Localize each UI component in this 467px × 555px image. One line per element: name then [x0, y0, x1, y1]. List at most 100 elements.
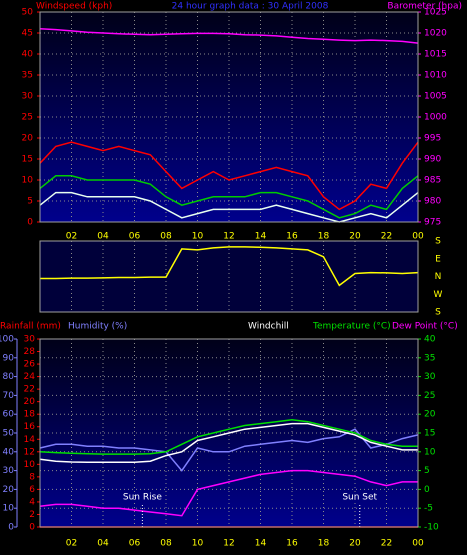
series-line — [39, 422, 418, 464]
y-tick-label: 10 — [22, 176, 34, 186]
series-line — [39, 191, 419, 223]
y-tick-label: 70 — [3, 391, 15, 401]
y-tick-label: 80 — [3, 372, 15, 382]
y-tick-label: -10 — [424, 523, 439, 533]
y-tick-label: 1015 — [424, 50, 447, 60]
annotation: Sun Set — [342, 493, 377, 503]
series-line — [40, 246, 419, 287]
series-line — [39, 469, 418, 517]
y-tick-label: 20 — [22, 134, 34, 144]
y-tick-label: 30 — [424, 372, 436, 382]
plot-background — [40, 241, 418, 312]
x-tick-label: 06 — [129, 232, 141, 242]
x-tick-label: 12 — [223, 539, 234, 549]
y-tick-label: 24 — [24, 372, 36, 382]
y-tick-label: 26 — [24, 360, 36, 370]
y-tick-label: 995 — [424, 134, 441, 144]
y-tick-label: 40 — [424, 335, 436, 345]
x-tick-label: 22 — [381, 232, 392, 242]
y-tick-label: 14 — [24, 435, 36, 445]
x-tick-label: 10 — [192, 232, 204, 242]
x-tick-label: 00 — [412, 539, 424, 549]
y-tick-label: S — [435, 237, 441, 247]
y-tick-label: 18 — [24, 410, 36, 420]
legend-temperature: Temperature (°C) — [312, 322, 391, 332]
plot-frame — [39, 338, 419, 528]
x-tick-label: 02 — [66, 539, 77, 549]
y-tick-label: N — [435, 272, 442, 282]
y-tick-label: 4 — [29, 497, 35, 507]
y-tick-label: 30 — [24, 335, 36, 345]
x-tick-label: 06 — [129, 539, 141, 549]
y-tick-label: 30 — [3, 466, 15, 476]
y-tick-label: 10 — [24, 460, 36, 470]
y-tick-label: 50 — [3, 429, 15, 439]
y-tick-label: 20 — [24, 397, 36, 407]
y-tick-label: 1010 — [424, 71, 447, 81]
y-tick-label: 5 — [424, 466, 430, 476]
x-tick-label: 04 — [97, 232, 109, 242]
x-tick-label: 20 — [349, 232, 361, 242]
series-line — [39, 28, 419, 44]
series-line — [39, 175, 419, 219]
y-tick-label: 50 — [22, 8, 34, 18]
y-tick-label: 1025 — [424, 8, 447, 18]
plot-frame — [39, 240, 419, 313]
y-tick-label: 10 — [424, 447, 436, 457]
y-tick-label: 15 — [22, 155, 33, 165]
y-tick-label: 12 — [24, 447, 35, 457]
plot-frame — [39, 11, 419, 223]
y-tick-label: 35 — [22, 71, 33, 81]
y-tick-label: 60 — [3, 410, 15, 420]
y-tick-label: 15 — [424, 429, 435, 439]
y-tick-label: 5 — [27, 197, 33, 207]
y-tick-label: 20 — [3, 485, 15, 495]
y-tick-label: 1000 — [424, 113, 447, 123]
x-tick-label: 16 — [286, 232, 298, 242]
x-tick-label: 02 — [66, 232, 77, 242]
x-tick-label: 20 — [349, 539, 361, 549]
legend-rainfall: Rainfall (mm) — [0, 322, 61, 332]
x-tick-label: 04 — [97, 539, 109, 549]
y-tick-label: 985 — [424, 176, 441, 186]
y-tick-label: 35 — [424, 353, 435, 363]
legend-windchill: Windchill — [248, 322, 289, 332]
y2-axis-title: Barometer (hpa) — [387, 2, 462, 12]
y-tick-label: -5 — [424, 504, 433, 514]
y-tick-label: 0 — [8, 523, 14, 533]
x-tick-label: 00 — [412, 232, 424, 242]
x-tick-label: 16 — [286, 539, 298, 549]
series-line — [39, 419, 418, 455]
y-tick-label: W — [434, 290, 443, 300]
legend-humidity: Humidity (%) — [68, 322, 127, 332]
y-tick-label: 25 — [22, 113, 33, 123]
series-line — [39, 141, 419, 211]
y-tick-label: 980 — [424, 197, 441, 207]
chart-title: 24 hour graph data : 30 April 2008 — [172, 2, 329, 12]
series-line — [39, 428, 419, 472]
y-tick-label: 20 — [424, 410, 436, 420]
y-tick-label: E — [435, 254, 441, 264]
x-tick-label: 18 — [318, 232, 330, 242]
y-tick-label: 30 — [22, 92, 34, 102]
x-tick-label: 22 — [381, 539, 392, 549]
y-tick-label: S — [435, 308, 441, 318]
x-tick-label: 14 — [255, 539, 267, 549]
y-tick-label: 45 — [22, 29, 33, 39]
y-tick-label: 16 — [24, 422, 36, 432]
y-tick-label: 28 — [24, 347, 36, 357]
y-tick-label: 0 — [29, 523, 35, 533]
annotation: Sun Rise — [123, 493, 162, 503]
x-tick-label: 12 — [223, 232, 234, 242]
y-tick-label: 40 — [22, 50, 34, 60]
y-tick-label: 90 — [3, 353, 15, 363]
x-tick-label: 08 — [160, 539, 172, 549]
y-tick-label: 1005 — [424, 92, 447, 102]
y-tick-label: 0 — [27, 218, 33, 228]
x-tick-label: 08 — [160, 232, 172, 242]
y-tick-label: 100 — [0, 335, 14, 345]
y-tick-label: 40 — [3, 447, 15, 457]
x-tick-label: 14 — [255, 232, 267, 242]
y-tick-label: 6 — [29, 485, 35, 495]
